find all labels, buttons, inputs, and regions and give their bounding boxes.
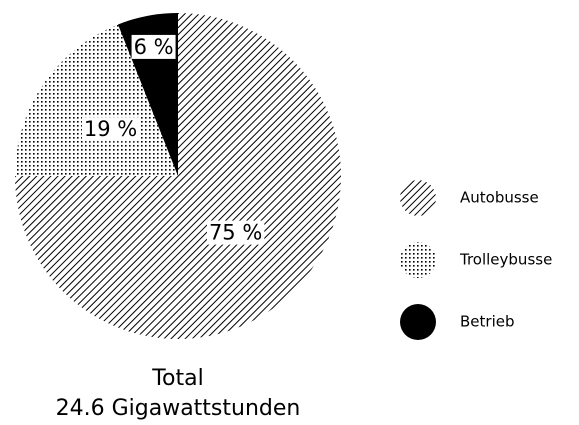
chart-title: Total — [151, 366, 203, 391]
label-background — [206, 220, 265, 245]
legend-label: Betrieb — [460, 313, 515, 331]
legend-label: Autobusse — [460, 189, 539, 207]
label-background — [81, 117, 140, 142]
data-label: 19 % — [84, 117, 137, 141]
chart-subtitle: 24.6 Gigawattstunden — [56, 396, 301, 421]
legend-symbol — [400, 304, 436, 340]
data-label: 75 % — [209, 221, 262, 245]
legend-symbol — [400, 180, 436, 216]
data-label: 6 % — [134, 35, 174, 59]
label-background — [131, 34, 176, 59]
legend-symbol — [400, 242, 436, 278]
legend-label: Trolleybusse — [459, 251, 552, 269]
